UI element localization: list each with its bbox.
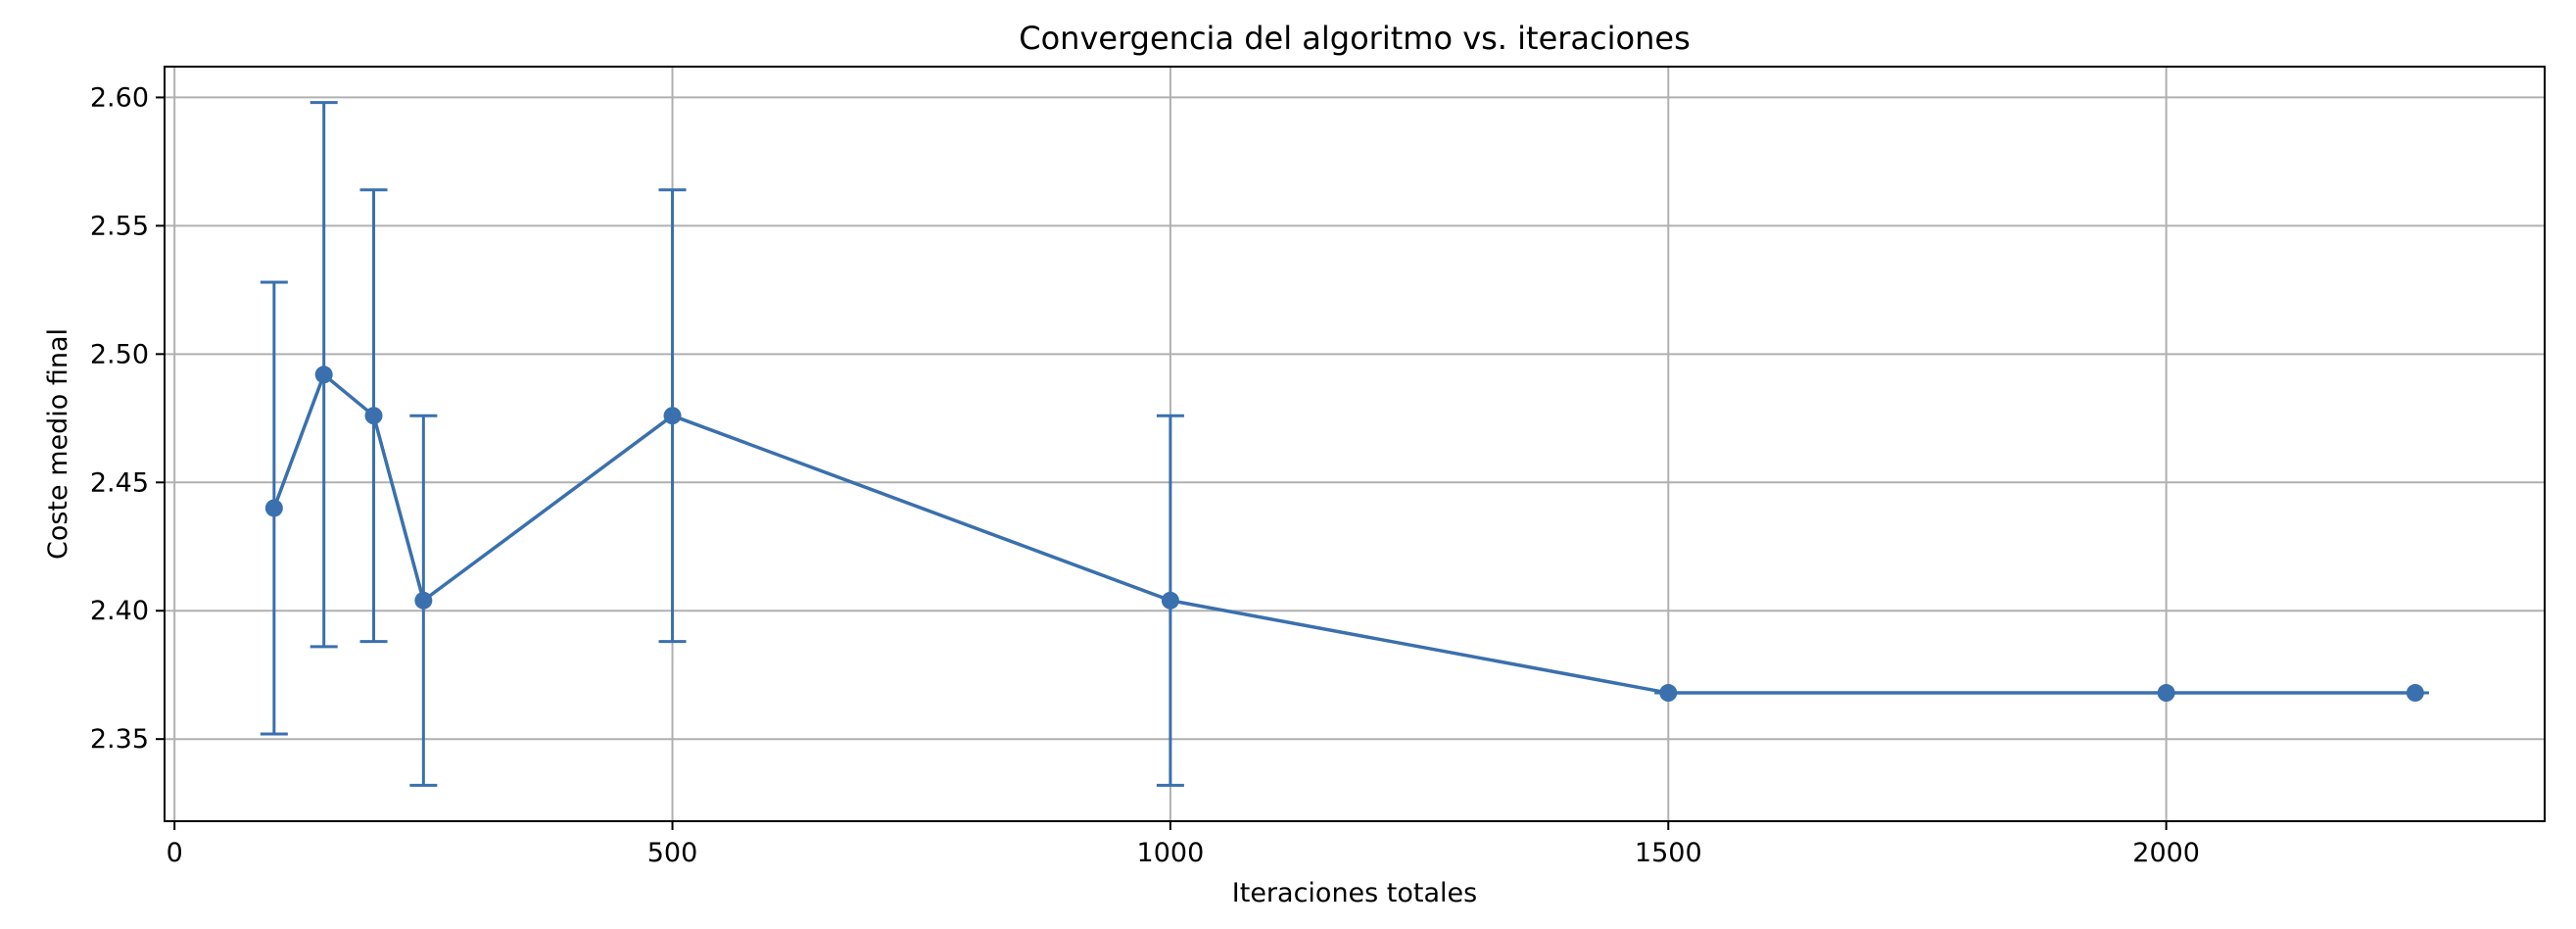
data-point (2406, 684, 2424, 703)
x-tick-label: 2000 (2132, 838, 2200, 868)
y-tick-label: 2.45 (90, 467, 149, 498)
plot-frame (164, 66, 2546, 822)
x-axis-label: Iteraciones totales (1232, 878, 1477, 908)
x-tick-label: 1000 (1137, 838, 1205, 868)
y-tick-label: 2.50 (90, 339, 149, 369)
y-axis-label: Coste medio final (43, 328, 73, 560)
x-tick-label: 1500 (1635, 838, 1702, 868)
data-point (364, 407, 383, 425)
data-point (2157, 684, 2175, 703)
x-axis-ticks: 0 500 1000 1500 2000 (167, 821, 2200, 868)
x-tick-label: 0 (167, 838, 183, 868)
data-point (1161, 591, 1179, 610)
y-axis-ticks: 2.35 2.40 2.45 2.50 2.55 2.60 (90, 82, 165, 755)
data-point (1659, 684, 1678, 703)
series-line (272, 372, 2415, 695)
y-tick-label: 2.40 (90, 596, 149, 626)
chart-title: Convergencia del algoritmo vs. iteracion… (1019, 20, 1690, 57)
data-point (414, 591, 433, 610)
data-point (264, 499, 283, 517)
y-tick-label: 2.35 (90, 724, 149, 755)
grid-layer (165, 67, 2545, 821)
data-point (663, 407, 682, 425)
x-tick-label: 500 (647, 838, 698, 868)
y-tick-label: 2.55 (90, 211, 149, 241)
data-point (314, 366, 333, 384)
y-tick-label: 2.60 (90, 82, 149, 113)
series-layer (260, 101, 2429, 787)
